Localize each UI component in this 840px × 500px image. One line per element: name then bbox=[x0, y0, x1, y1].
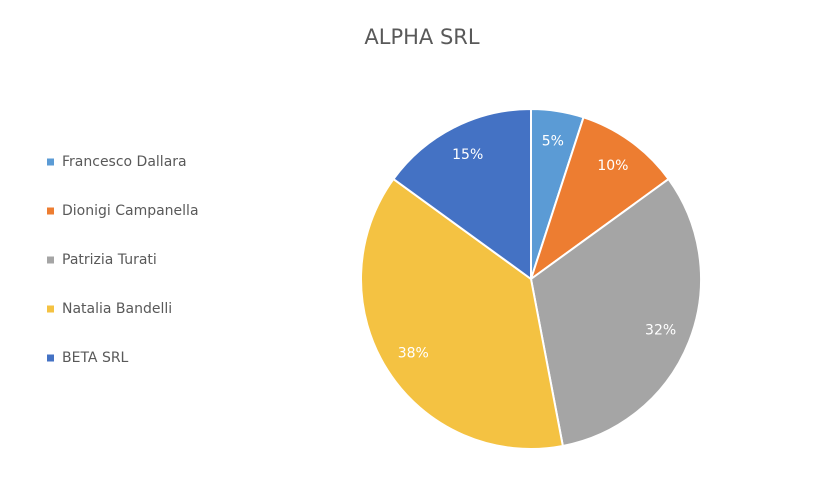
legend-label: Patrizia Turati bbox=[62, 252, 157, 268]
legend-swatch bbox=[47, 256, 54, 264]
legend-label: BETA SRL bbox=[62, 350, 129, 366]
pie-slice bbox=[360, 177, 565, 450]
legend-swatch bbox=[47, 305, 54, 313]
legend-swatch bbox=[47, 354, 54, 362]
legend-label: Francesco Dallara bbox=[62, 154, 187, 170]
data-label: 38% bbox=[398, 346, 429, 362]
pie-slice bbox=[529, 116, 670, 282]
legend-swatch bbox=[47, 207, 54, 215]
data-label: 15% bbox=[452, 147, 483, 163]
pie-slice bbox=[529, 177, 702, 448]
data-label: 5% bbox=[542, 133, 564, 149]
chart-title: ALPHA SRL bbox=[364, 25, 479, 49]
data-label: 32% bbox=[645, 322, 676, 338]
legend-swatch bbox=[47, 158, 54, 166]
data-label: 10% bbox=[597, 158, 628, 174]
legend-label: Natalia Bandelli bbox=[62, 301, 172, 317]
pie-slice bbox=[392, 107, 532, 281]
legend-label: Dionigi Campanella bbox=[62, 203, 199, 219]
